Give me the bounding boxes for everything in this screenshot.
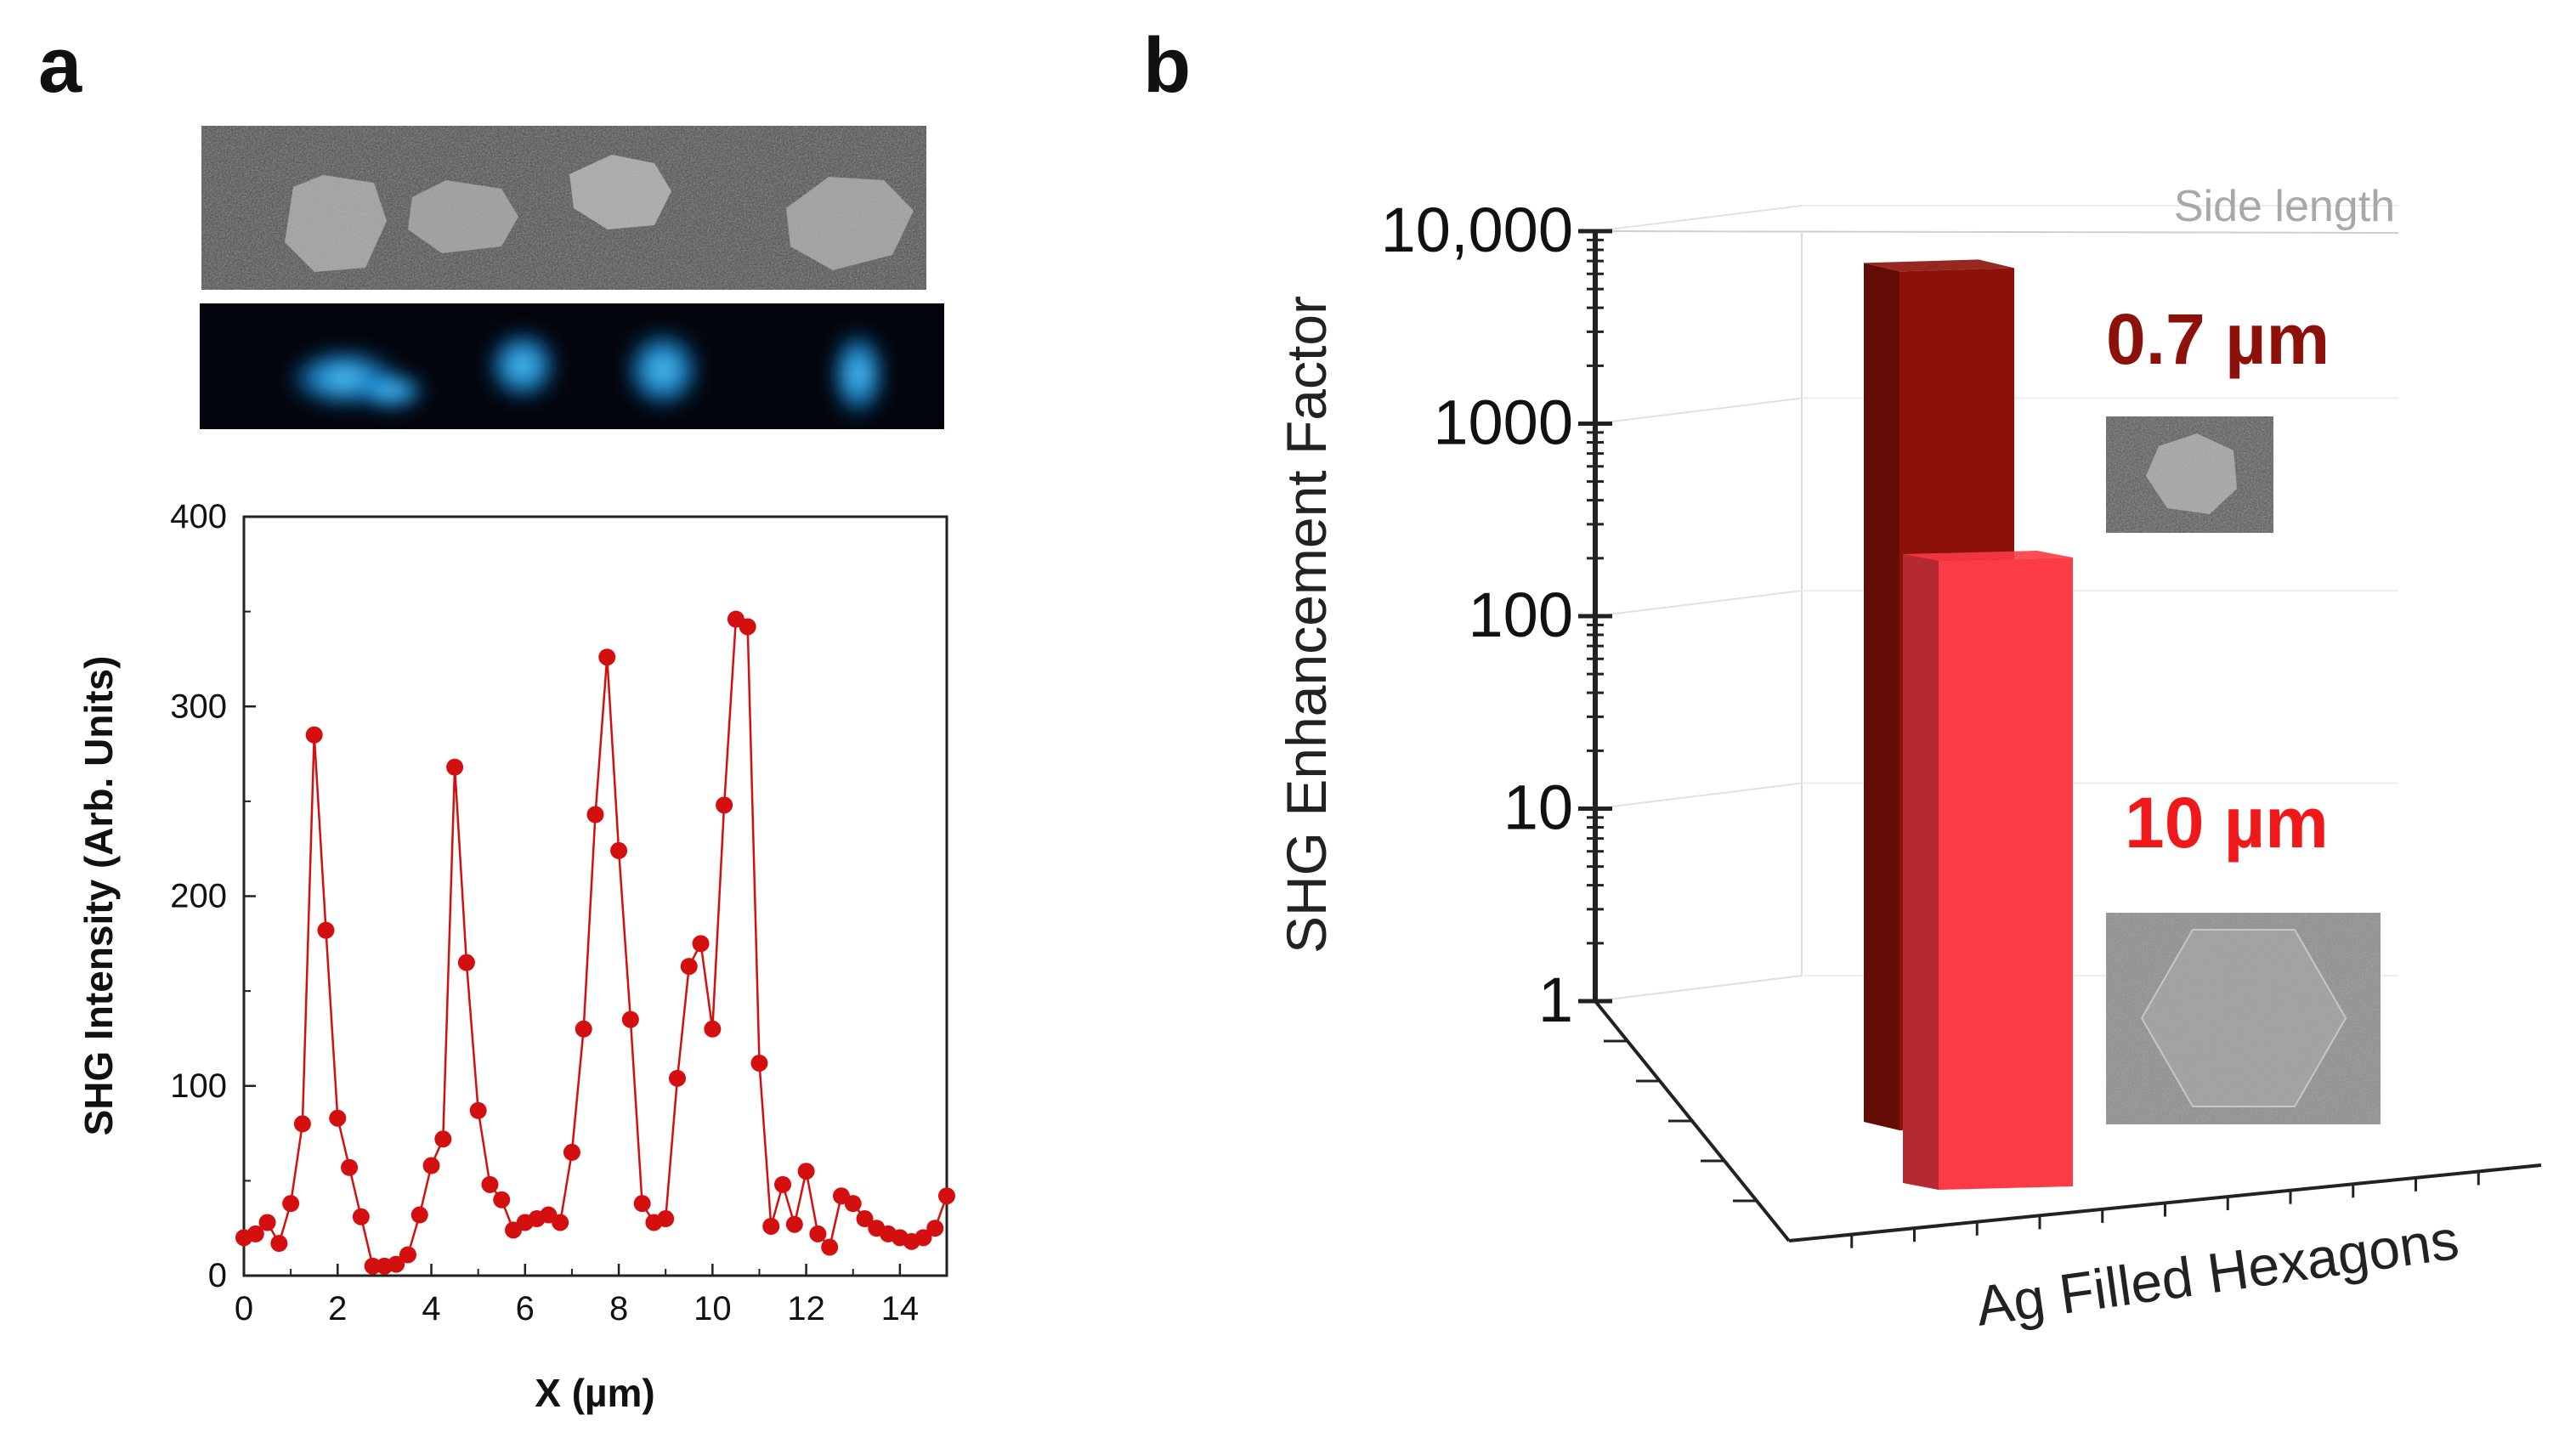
- data-point: [481, 1175, 499, 1193]
- chart-b-tick-labels: 1 10 100 1000 10,000: [1381, 195, 1573, 1035]
- data-point: [926, 1220, 944, 1237]
- data-point: [844, 1195, 862, 1213]
- data-point: [856, 1210, 874, 1228]
- data-point: [469, 1101, 487, 1119]
- x-tick-label: 10: [694, 1290, 732, 1327]
- data-point: [668, 1069, 686, 1087]
- data-point: [457, 954, 475, 971]
- y-tick-label: 10: [1503, 773, 1573, 843]
- y-tick-label: 1000: [1433, 388, 1573, 458]
- data-point: [621, 1010, 639, 1028]
- chart-a-xlabel: X (µm): [535, 1371, 655, 1415]
- x-tick-label: 12: [787, 1290, 825, 1327]
- chart-a-tick-labels: 0 2 4 6 8 10 12 14 0 100 200 300 400: [170, 498, 919, 1327]
- gridline: [1594, 782, 1803, 810]
- x-tick-label: 4: [422, 1290, 440, 1327]
- x-tick-label: 2: [328, 1290, 347, 1327]
- chart-a-ylabel: SHG Intensity (Arb. Units): [76, 656, 121, 1136]
- x-tick-label: 6: [516, 1290, 535, 1327]
- bar-side-face: [1864, 263, 1899, 1130]
- bar-top-face: [1864, 259, 2014, 272]
- chart-b-ylabel: SHG Enhancement Factor: [1275, 296, 1338, 954]
- panel-label-a: a: [38, 22, 82, 109]
- data-point: [293, 1115, 311, 1133]
- data-point: [352, 1208, 370, 1225]
- shg-map-strip: [200, 303, 944, 429]
- y-tick-label: 200: [170, 878, 227, 915]
- data-point: [598, 648, 616, 666]
- y-tick-label: 400: [170, 498, 227, 535]
- data-point: [704, 1020, 722, 1038]
- data-point: [388, 1255, 405, 1273]
- y-tick-label: 300: [170, 688, 227, 725]
- sem-image-strip: [201, 126, 926, 290]
- data-point: [809, 1225, 827, 1242]
- data-point: [434, 1130, 452, 1148]
- data-point: [552, 1214, 569, 1231]
- sem-thumb-large: [2106, 913, 2381, 1124]
- gridline: [1594, 397, 1803, 425]
- data-point: [785, 1215, 803, 1233]
- data-point: [797, 1163, 815, 1180]
- data-point: [680, 958, 698, 976]
- data-point: [446, 758, 464, 776]
- x-tick-label: 0: [235, 1290, 253, 1327]
- data-point: [739, 618, 756, 636]
- data-point: [410, 1206, 428, 1224]
- x-tick-label: 8: [609, 1290, 628, 1327]
- data-point: [305, 726, 323, 744]
- gridline: [1594, 205, 1803, 232]
- data-point: [575, 1020, 592, 1038]
- data-point: [399, 1246, 416, 1264]
- data-point: [493, 1191, 511, 1208]
- y-tick-label: 0: [208, 1257, 227, 1294]
- bar-side-face: [1903, 554, 1939, 1190]
- gridline: [1594, 975, 1803, 1002]
- chart-a-ticks: [242, 515, 902, 1277]
- data-point: [762, 1217, 780, 1235]
- category-label-0-7um: 0.7 µm: [2106, 299, 2330, 379]
- data-point: [692, 935, 710, 953]
- data-point: [716, 796, 733, 814]
- data-point: [610, 841, 628, 859]
- chart-b-bars: [1864, 259, 2073, 1190]
- data-point: [633, 1195, 651, 1213]
- data-point: [317, 921, 335, 939]
- legend-title-side-length: Side length: [2174, 182, 2395, 231]
- y-tick-label: 100: [170, 1067, 227, 1105]
- sem-thumb-small: [2106, 416, 2273, 533]
- panel-label-b: b: [1143, 22, 1191, 109]
- data-point: [329, 1109, 347, 1127]
- data-point: [938, 1187, 955, 1205]
- y-tick-label: 100: [1469, 580, 1573, 650]
- category-label-10um: 10 µm: [2125, 783, 2329, 863]
- data-point: [774, 1175, 792, 1193]
- data-point: [341, 1158, 359, 1176]
- series-points: [235, 610, 955, 1275]
- data-point: [821, 1238, 839, 1256]
- data-point: [282, 1195, 300, 1213]
- chart-b-xlabel: Ag Filled Hexagons: [1972, 1208, 2462, 1338]
- bar-10um: [1903, 551, 2073, 1190]
- data-point: [270, 1235, 288, 1253]
- y-tick-label: 10,000: [1381, 195, 1573, 265]
- gridline: [1594, 590, 1803, 617]
- data-point: [657, 1210, 675, 1228]
- bar-top-face: [1903, 551, 2073, 562]
- data-point: [422, 1157, 440, 1174]
- data-point: [750, 1054, 768, 1072]
- data-point: [563, 1143, 580, 1161]
- y-tick-label: 1: [1538, 965, 1573, 1035]
- data-point: [246, 1225, 264, 1242]
- data-point: [258, 1214, 276, 1231]
- chart-b-ticks: [1578, 229, 2480, 1248]
- bar-front-face: [1939, 558, 2073, 1190]
- data-point: [586, 806, 604, 824]
- data-point: [364, 1257, 382, 1275]
- x-tick-label: 14: [881, 1290, 920, 1327]
- data-point: [914, 1229, 932, 1247]
